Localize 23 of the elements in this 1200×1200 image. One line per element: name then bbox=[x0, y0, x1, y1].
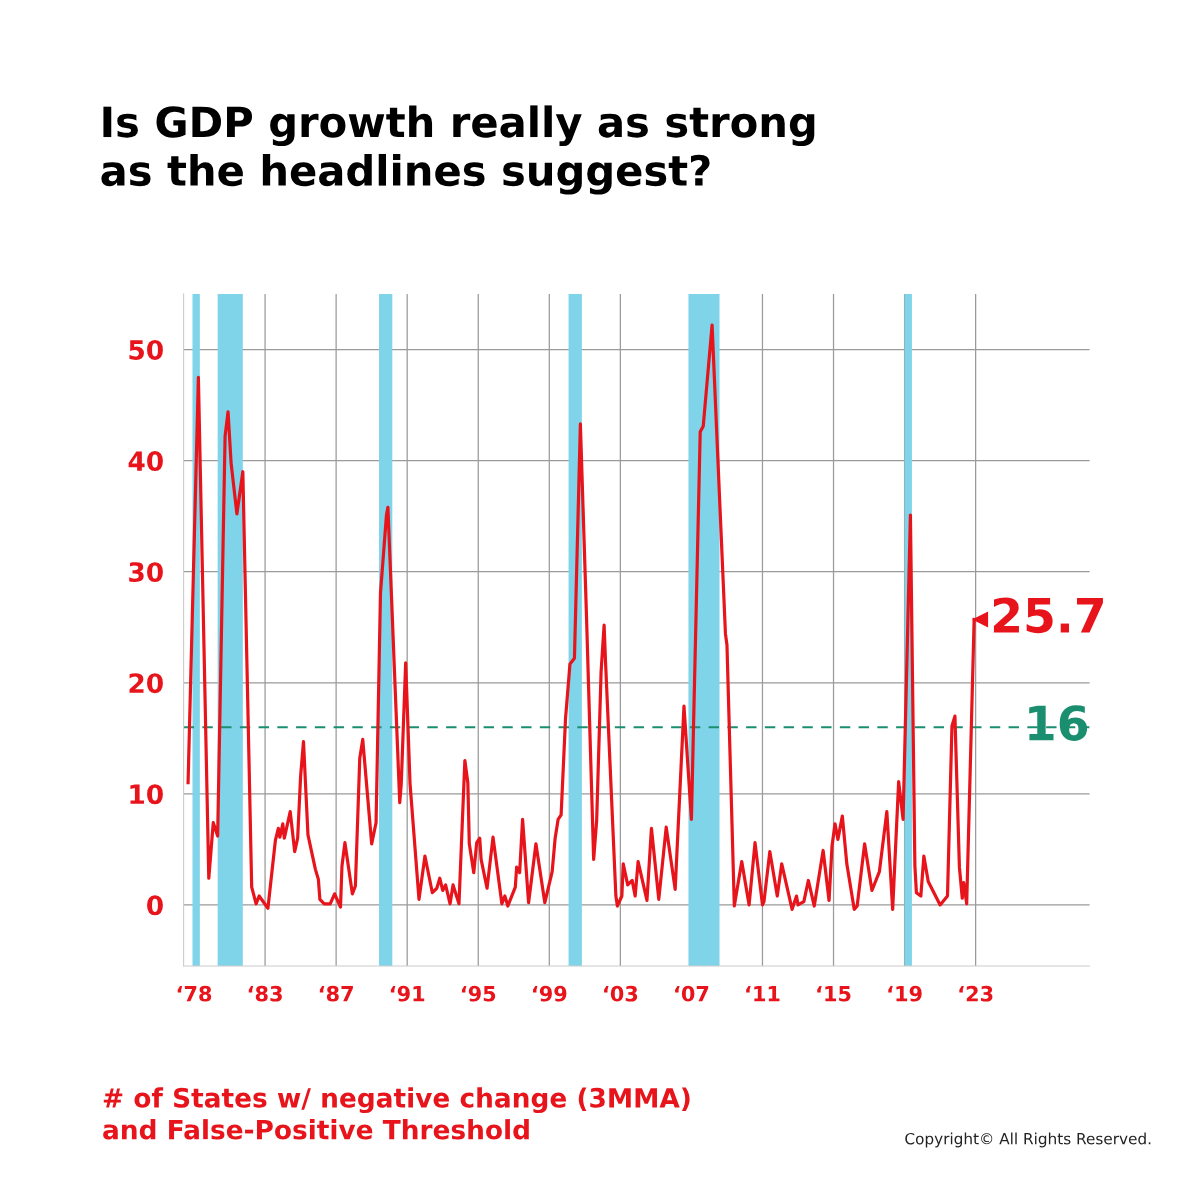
y-tick-label: 10 bbox=[130, 784, 163, 805]
y-tick-label: 40 bbox=[128, 451, 163, 472]
x-tick-label: ‘23 bbox=[959, 985, 993, 1002]
x-tick-label: ‘07 bbox=[675, 985, 709, 1002]
x-tick-label: ‘95 bbox=[461, 985, 496, 1002]
annotation: 25.7 bbox=[993, 597, 1103, 634]
x-tick-label: ‘91 bbox=[390, 985, 425, 1002]
x-tick-label: ‘03 bbox=[604, 985, 638, 1002]
y-tick-label: 50 bbox=[129, 339, 163, 360]
x-tick-label: ‘87 bbox=[319, 985, 353, 1002]
y-tick-label: 20 bbox=[129, 673, 163, 694]
y-tick-label: 0 bbox=[147, 895, 163, 916]
text: Copyright© All Rights Reserved. bbox=[905, 1132, 1151, 1148]
text: # of States w/ negative change (3MMA) and False-Positive Threshold bbox=[103, 1087, 690, 1140]
x-tick-label: ‘99 bbox=[532, 985, 567, 1002]
y-tick-label: 30 bbox=[129, 562, 163, 583]
ref-line-label: 16 bbox=[1029, 705, 1088, 741]
x-tick-label: ‘15 bbox=[817, 986, 851, 1002]
x-tick-label: ‘11 bbox=[746, 986, 780, 1002]
x-tick-label: ‘19 bbox=[888, 985, 922, 1002]
x-tick-label: ‘78 bbox=[177, 985, 212, 1002]
chart-title: Is GDP growth really as strong as the headlines suggest? bbox=[101, 105, 815, 195]
x-tick-label: ‘83 bbox=[248, 985, 282, 1002]
